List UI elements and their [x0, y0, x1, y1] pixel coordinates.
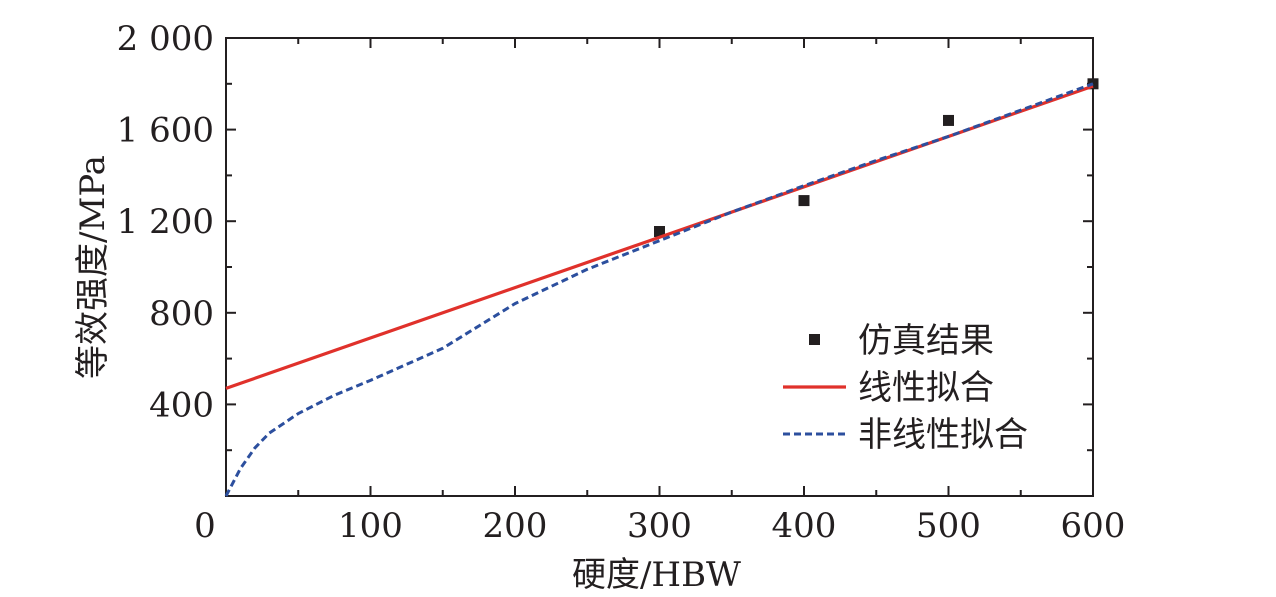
- y-tick-label: 400: [149, 385, 214, 425]
- nonlinear-fit-line: [224, 82, 1094, 497]
- y-tick-label: 1 200: [117, 202, 214, 242]
- x-axis-title: 硬度/HBW: [572, 555, 741, 595]
- x-axis: 0 100 200 300 400 500 600: [194, 38, 1125, 546]
- y-tick-label: 2 000: [117, 19, 214, 59]
- x-tick-label: 600: [1061, 506, 1126, 546]
- x-tick-label: 200: [483, 506, 548, 546]
- x-tick-label: 500: [916, 506, 981, 546]
- x-tick-label: 300: [627, 506, 692, 546]
- x-tick-label: 400: [772, 506, 837, 546]
- scatter-point: [654, 226, 665, 238]
- y-axis-title: 等效强度/MPa: [73, 155, 113, 379]
- scatter-point: [798, 195, 810, 207]
- y-axis: 400 800 1 200 1 600 2 000: [117, 19, 1093, 452]
- x-tick-label: 0: [194, 506, 216, 546]
- series-layer: [224, 78, 1099, 497]
- y-tick-label: 800: [149, 294, 214, 334]
- x-tick-label: 100: [338, 506, 403, 546]
- legend-label: 线性拟合: [858, 368, 994, 408]
- scatter-point: [943, 114, 954, 126]
- legend-label: 仿真结果: [858, 321, 994, 361]
- legend-marker-scatter: [809, 334, 820, 345]
- y-tick-label: 1 600: [117, 111, 214, 151]
- legend-label: 非线性拟合: [858, 415, 1028, 455]
